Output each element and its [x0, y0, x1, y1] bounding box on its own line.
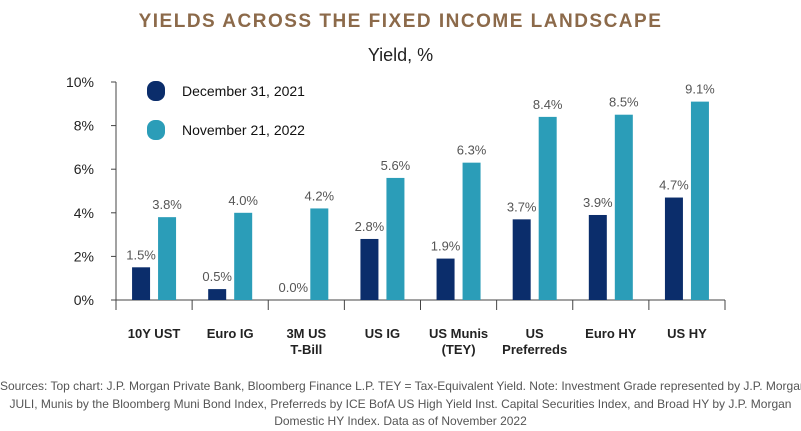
y-tick-label: 6% — [74, 161, 94, 177]
data-label: 0.5% — [202, 269, 232, 284]
bar — [132, 267, 151, 300]
bar — [538, 116, 557, 300]
x-tick-label: Preferreds — [502, 342, 567, 357]
chart-subtitle: Yield, % — [367, 45, 434, 65]
data-label: 6.3% — [457, 143, 487, 158]
y-tick-label: 0% — [74, 292, 94, 308]
bar — [436, 258, 455, 300]
bar — [386, 177, 405, 300]
chart-title: YIELDS ACROSS THE FIXED INCOME LANDSCAPE — [138, 11, 663, 32]
bar — [614, 114, 633, 300]
bar — [588, 214, 607, 300]
data-label: 3.9% — [583, 195, 613, 210]
legend-swatch — [147, 81, 165, 101]
legend-swatch — [147, 120, 165, 140]
data-label: 5.6% — [381, 158, 411, 173]
y-tick-label: 8% — [74, 118, 94, 134]
data-label: 3.7% — [507, 199, 537, 214]
bar — [462, 162, 481, 300]
data-label: 0.0% — [278, 280, 308, 295]
x-tick-label: US Munis — [429, 326, 488, 341]
x-tick-label: US HY — [667, 326, 707, 341]
bar — [208, 289, 227, 300]
source-line: JULI, Munis by the Bloomberg Muni Bond I… — [9, 396, 792, 411]
x-tick-label: US IG — [365, 326, 400, 341]
source-line: Sources: Top chart: J.P. Morgan Private … — [0, 379, 801, 393]
x-tick-label: (TEY) — [442, 342, 476, 357]
bar — [360, 238, 379, 300]
bar — [664, 197, 683, 300]
data-label: 3.8% — [152, 197, 182, 212]
bar — [234, 212, 253, 300]
data-label: 1.5% — [126, 247, 156, 262]
x-tick-label: 10Y UST — [128, 326, 181, 341]
data-label: 4.2% — [304, 188, 334, 203]
data-label: 4.0% — [228, 193, 258, 208]
x-tick-label: Euro IG — [207, 326, 254, 341]
source-line: Domestic HY Index. Data as of November 2… — [274, 414, 527, 428]
legend-label: December 31, 2021 — [182, 83, 305, 99]
bar — [690, 101, 709, 301]
data-label: 8.4% — [533, 97, 563, 112]
bar-chart: 0% 2% 4% 6% 8% 10% 10Y UST Euro IG 3M UST-Bill US… — [66, 74, 726, 357]
data-label: 8.5% — [609, 95, 639, 110]
x-tick-label: Euro HY — [585, 326, 637, 341]
data-label: 9.1% — [685, 82, 715, 97]
y-tick-label: 2% — [74, 248, 94, 264]
x-tick-label: US — [526, 326, 544, 341]
y-tick-label: 4% — [74, 205, 94, 221]
data-label: 1.9% — [431, 239, 461, 254]
bar — [158, 217, 177, 300]
data-label: 2.8% — [355, 219, 385, 234]
x-tick-label: 3M US — [286, 326, 326, 341]
data-label: 4.7% — [659, 178, 689, 193]
bar — [310, 208, 329, 300]
x-tick-label: T-Bill — [290, 342, 322, 357]
source-note: Sources: Top chart: J.P. Morgan Private … — [0, 378, 801, 431]
y-tick-label: 10% — [66, 74, 94, 90]
legend-label: November 21, 2022 — [182, 122, 305, 138]
bar — [512, 219, 531, 300]
